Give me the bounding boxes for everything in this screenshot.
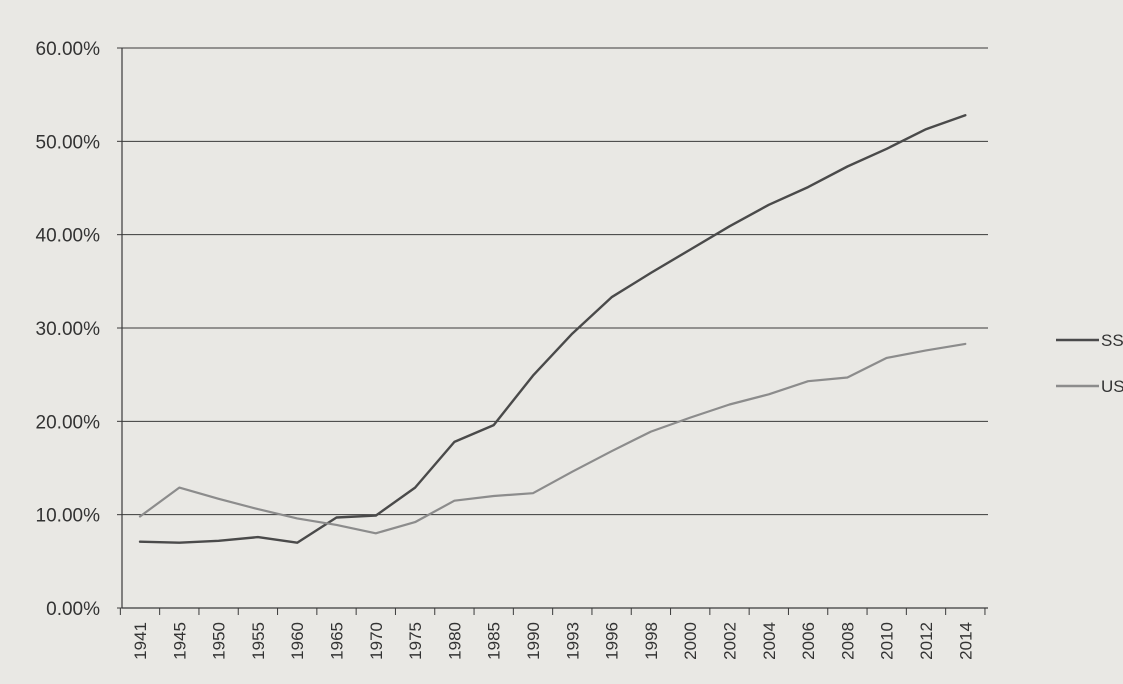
y-tick-label: 0.00% (46, 599, 100, 620)
y-tick-label: 20.00% (36, 412, 101, 433)
y-tick-label: 40.00% (36, 226, 101, 247)
x-tick-label: 2010 (878, 622, 897, 660)
y-tick-label: 30.00% (36, 319, 101, 340)
x-tick-label: 2006 (799, 622, 818, 660)
gridlines (122, 47, 988, 516)
series-line-ssp (138, 113, 967, 544)
x-tick-label: 1945 (170, 622, 189, 660)
legend-label-uss: USS (1101, 377, 1123, 396)
x-tick-label: 1950 (210, 622, 229, 660)
legend: SSP USS (1056, 331, 1123, 396)
x-tick-label: 1965 (328, 622, 347, 660)
y-tick-label: 60.00% (36, 39, 101, 60)
y-tick-label: 10.00% (36, 506, 101, 527)
series-line-uss (138, 342, 967, 535)
x-tick-label: 1998 (642, 622, 661, 660)
y-tick-labels: 0.00% 10.00% 20.00% 30.00% 40.00% 50.00% 60.00… (36, 39, 101, 620)
series-lines (138, 113, 967, 544)
x-tick-label: 2004 (760, 622, 779, 660)
x-tick-label: 1993 (563, 622, 582, 660)
x-tick-label: 1960 (288, 622, 307, 660)
x-tick-label: 1980 (445, 622, 464, 660)
x-tick-label: 1996 (603, 622, 622, 660)
x-tick-label: 2008 (838, 622, 857, 660)
x-tick-labels: 1941 1945 1950 1955 1960 1965 1970 1975 1980 1985… (131, 622, 975, 660)
y-tick-label: 50.00% (36, 132, 101, 153)
x-tick-label: 1985 (485, 622, 504, 660)
x-tick-label: 2002 (721, 622, 740, 660)
legend-label-ssp: SSP (1101, 331, 1123, 350)
x-tick-label: 1970 (367, 622, 386, 660)
x-tick-label: 1990 (524, 622, 543, 660)
x-tick-label: 1941 (131, 622, 150, 660)
x-tick-label: 1975 (406, 622, 425, 660)
x-tick-label: 2012 (917, 622, 936, 660)
x-tick-label: 1955 (249, 622, 268, 660)
x-tick-label: 2014 (956, 622, 975, 660)
x-tick-label: 2000 (681, 622, 700, 660)
axes (117, 47, 988, 615)
